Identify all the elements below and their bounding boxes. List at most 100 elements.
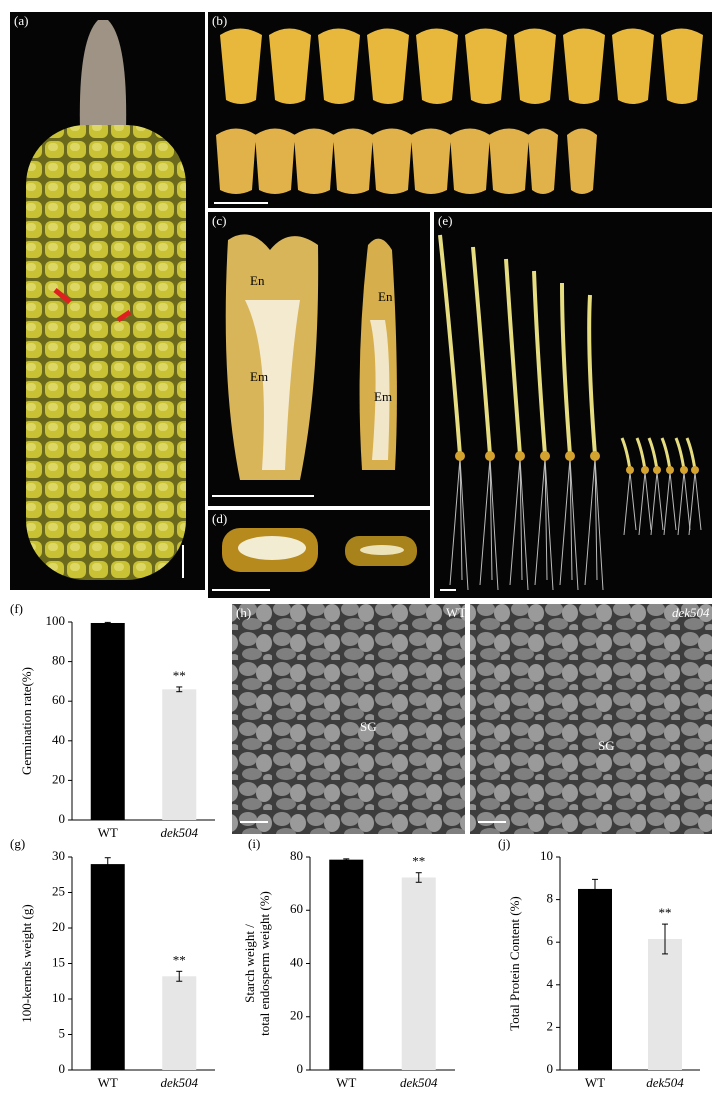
seed bbox=[455, 451, 465, 461]
x-tick-label: dek504 bbox=[646, 1075, 684, 1090]
tissue-label: En bbox=[378, 289, 393, 304]
seed bbox=[666, 466, 674, 474]
ear-tip bbox=[79, 20, 127, 130]
y-tick-label: 0 bbox=[297, 1061, 304, 1076]
panel-label: (g) bbox=[10, 836, 25, 851]
wt-floury bbox=[238, 536, 306, 560]
seed bbox=[565, 451, 575, 461]
x-tick-label: dek504 bbox=[400, 1075, 438, 1090]
kernel bbox=[411, 128, 451, 194]
x-tick-label: WT bbox=[98, 1075, 118, 1090]
seed bbox=[540, 451, 550, 461]
y-tick-label: 0 bbox=[59, 1061, 66, 1076]
bar bbox=[90, 622, 125, 820]
x-tick-label: WT bbox=[585, 1075, 605, 1090]
significance: ** bbox=[173, 668, 186, 683]
root bbox=[584, 457, 604, 591]
y-tick-label: 0 bbox=[59, 811, 66, 826]
y-axis-label: total endosperm weight (%) bbox=[257, 891, 272, 1036]
error-bar bbox=[104, 621, 111, 625]
kernel bbox=[294, 128, 334, 194]
image-label: SG bbox=[598, 738, 615, 753]
seed bbox=[691, 466, 699, 474]
kernel-rows bbox=[216, 28, 703, 194]
y-tick-label: 20 bbox=[52, 771, 65, 786]
sem-mutant bbox=[470, 604, 712, 834]
root bbox=[663, 471, 677, 536]
shoot bbox=[560, 282, 572, 456]
y-tick-label: 15 bbox=[52, 954, 65, 969]
kernel bbox=[563, 28, 605, 104]
bar bbox=[648, 939, 682, 1070]
bar bbox=[162, 976, 197, 1070]
y-tick-label: 25 bbox=[52, 883, 65, 898]
kernel bbox=[514, 28, 556, 104]
kernel bbox=[416, 28, 458, 104]
ear bbox=[26, 125, 186, 580]
kernel bbox=[333, 128, 373, 194]
arrows bbox=[53, 288, 132, 323]
y-tick-label: 10 bbox=[52, 990, 65, 1005]
kernel bbox=[567, 128, 597, 194]
y-axis-label: Germination rate(%) bbox=[19, 667, 34, 775]
kernel bbox=[220, 28, 262, 104]
image-label: SG bbox=[360, 719, 377, 734]
bar bbox=[578, 888, 612, 1070]
y-tick-label: 60 bbox=[52, 692, 65, 707]
tissue-label: Em bbox=[250, 369, 268, 384]
x-tick-label: dek504 bbox=[160, 1075, 198, 1090]
root bbox=[559, 457, 579, 591]
root bbox=[650, 471, 664, 536]
y-tick-label: 100 bbox=[46, 613, 66, 628]
panel-label: (e) bbox=[438, 213, 452, 228]
y-tick-label: 80 bbox=[290, 848, 303, 863]
wt-embryo bbox=[245, 300, 300, 470]
bar bbox=[90, 864, 125, 1070]
kernel bbox=[318, 28, 360, 104]
kernel bbox=[489, 128, 529, 194]
seed bbox=[515, 451, 525, 461]
seed bbox=[590, 451, 600, 461]
error-bar bbox=[415, 872, 422, 883]
panel-label: (i) bbox=[248, 836, 260, 851]
panel-label: (h) bbox=[236, 605, 251, 620]
y-tick-label: 40 bbox=[52, 732, 65, 747]
y-tick-label: 6 bbox=[547, 933, 554, 948]
panel-label: (b) bbox=[212, 13, 227, 28]
error-bar bbox=[176, 686, 183, 693]
y-axis-label: Starch weight / bbox=[242, 924, 257, 1003]
kernel bbox=[661, 28, 703, 104]
shoot bbox=[587, 294, 597, 456]
mutant-floury bbox=[360, 545, 404, 555]
bar bbox=[162, 689, 197, 820]
kernel bbox=[528, 128, 558, 194]
error-bar bbox=[662, 923, 668, 955]
kernel bbox=[269, 28, 311, 104]
shoot bbox=[532, 270, 547, 456]
kernel bbox=[255, 128, 295, 194]
root bbox=[623, 471, 637, 536]
root bbox=[479, 457, 499, 591]
seed bbox=[485, 451, 495, 461]
panel-label: (a) bbox=[14, 13, 28, 28]
root bbox=[449, 457, 469, 591]
x-tick-label: dek504 bbox=[160, 825, 198, 840]
y-tick-label: 40 bbox=[290, 954, 303, 969]
shoot bbox=[438, 234, 462, 456]
error-bar bbox=[176, 970, 183, 982]
x-tick-label: WT bbox=[98, 825, 118, 840]
kernel bbox=[612, 28, 654, 104]
panel-label: (c) bbox=[212, 213, 226, 228]
y-tick-label: 30 bbox=[52, 848, 65, 863]
tissue-label: En bbox=[250, 273, 265, 288]
y-axis-label: Total Protein Content (%) bbox=[507, 896, 522, 1030]
significance: ** bbox=[412, 854, 425, 869]
panel-label: (j) bbox=[498, 836, 510, 851]
bar bbox=[329, 859, 364, 1070]
kernel bbox=[450, 128, 490, 194]
shoot bbox=[471, 246, 492, 456]
kernel bbox=[465, 28, 507, 104]
mutant-embryo bbox=[370, 320, 390, 460]
seed bbox=[641, 466, 649, 474]
y-tick-label: 8 bbox=[547, 891, 554, 906]
